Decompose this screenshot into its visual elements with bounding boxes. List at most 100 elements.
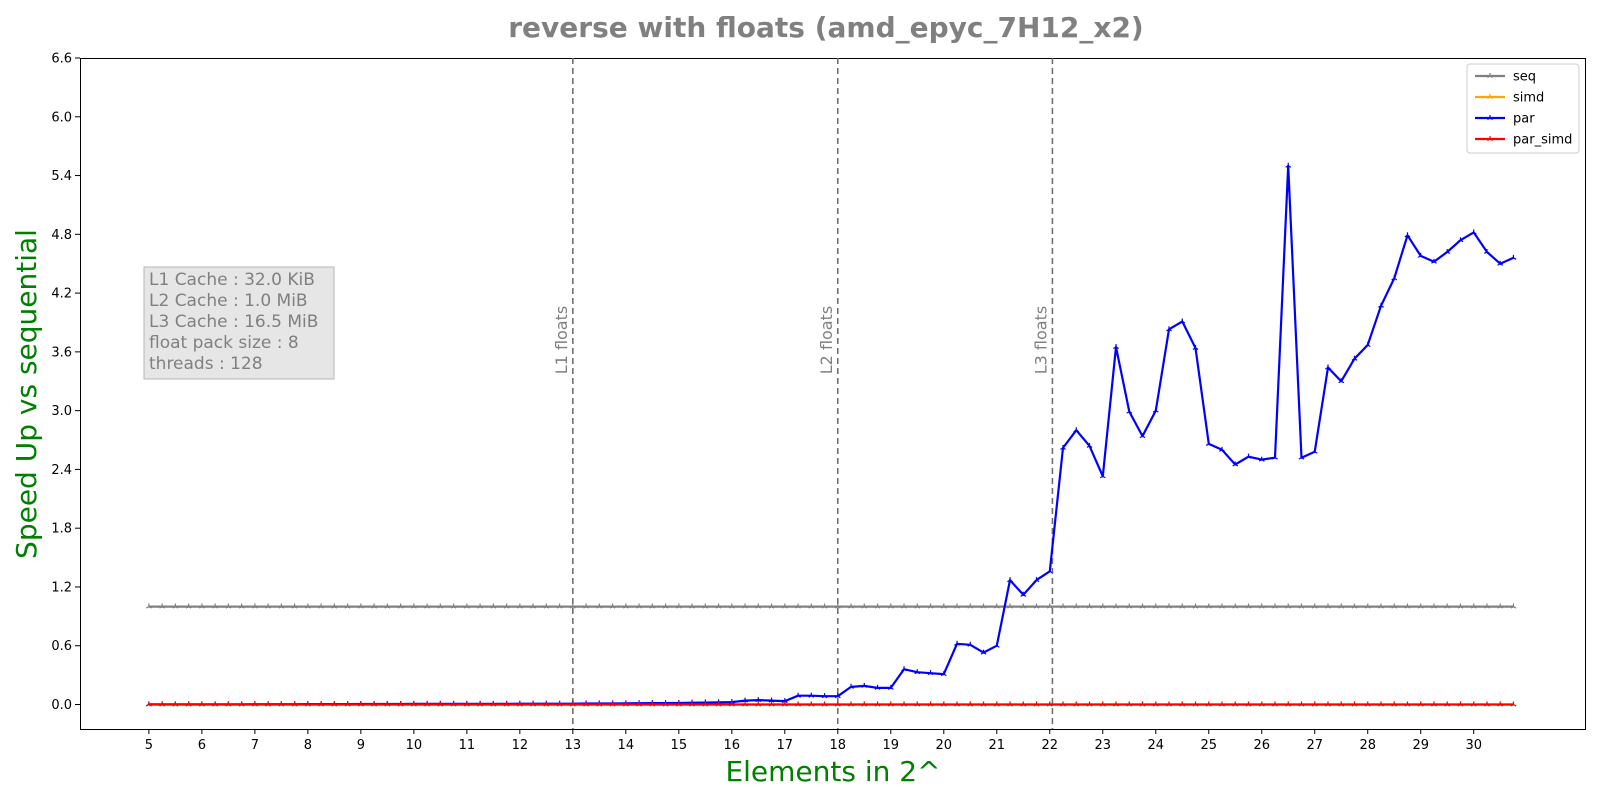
legend-label: par: [1513, 112, 1535, 127]
data-point: [742, 697, 748, 703]
data-point: [437, 701, 444, 707]
data-point: [622, 603, 629, 609]
data-point: [583, 701, 589, 707]
series-group: [145, 162, 1517, 707]
x-tick-label: 13: [565, 738, 582, 753]
data-point: [384, 701, 391, 707]
data-point: [1497, 701, 1504, 707]
data-point: [927, 701, 934, 707]
data-point: [543, 701, 550, 707]
data-point: [1325, 603, 1331, 609]
data-point: [318, 603, 325, 609]
data-point: [477, 701, 484, 707]
y-tick-label: 0.6: [51, 639, 72, 654]
data-point: [1166, 326, 1172, 332]
data-point: [1033, 577, 1040, 583]
data-point: [1007, 603, 1013, 609]
data-point: [1166, 701, 1172, 707]
data-point: [198, 603, 205, 609]
data-point: [1431, 603, 1437, 609]
data-point: [278, 603, 285, 609]
data-point: [1139, 701, 1146, 707]
data-point: [609, 603, 616, 609]
data-point: [1020, 591, 1027, 597]
data-point: [1007, 577, 1013, 583]
data-point: [159, 603, 166, 609]
data-point: [437, 603, 444, 609]
data-point: [1060, 603, 1066, 609]
cache-line-label: L3 floats: [1031, 306, 1050, 374]
data-point: [887, 603, 894, 609]
data-point: [808, 701, 815, 707]
data-point: [1166, 603, 1172, 609]
y-tick-label: 0.0: [51, 698, 72, 713]
data-point: [212, 701, 219, 707]
legend-label: seq: [1513, 70, 1536, 85]
data-point: [1046, 701, 1053, 707]
data-point: [940, 671, 947, 677]
data-point: [1113, 603, 1119, 609]
x-tick-label: 17: [777, 738, 794, 753]
data-point: [1510, 603, 1517, 609]
info-line: float pack size : 8: [149, 333, 299, 353]
data-point: [980, 701, 987, 707]
data-point: [1431, 258, 1437, 264]
data-point: [1152, 407, 1159, 413]
data-point: [1099, 473, 1106, 479]
x-tick-label: 14: [618, 738, 635, 753]
data-point: [795, 692, 801, 698]
legend: seq simd par par_simd: [1466, 63, 1580, 154]
data-point: [1245, 453, 1252, 459]
data-point: [1417, 701, 1424, 707]
x-tick-label: 7: [251, 738, 259, 753]
x-tick-label: 16: [724, 738, 741, 753]
series-par_simd: [145, 701, 1517, 707]
data-point: [874, 701, 881, 707]
data-point: [1179, 318, 1186, 324]
data-point: [225, 701, 232, 707]
data-point: [808, 692, 815, 698]
x-tick-label: 29: [1412, 738, 1429, 753]
y-axis: 0.0 0.6 1.2 1.8 2.4 3.0 3.6 4.2 4.8 5.4 6.0 6.6: [51, 52, 80, 713]
data-point: [954, 640, 960, 646]
data-point: [1298, 454, 1305, 460]
data-point: [1510, 254, 1517, 260]
data-point: [463, 603, 470, 609]
data-point: [1099, 603, 1106, 609]
data-point: [1272, 454, 1278, 460]
series-par: [145, 162, 1517, 707]
data-point: [1113, 701, 1119, 707]
data-point: [954, 603, 960, 609]
x-tick-label: 25: [1200, 738, 1217, 753]
data-point: [159, 701, 166, 707]
data-point: [424, 603, 431, 609]
data-point: [503, 603, 510, 609]
data-point: [1139, 603, 1146, 609]
x-axis: 5 6 7 8 9 10 11 12 13 14 15 16 17 18 19 20 21 22 23 24 25 26 2…: [145, 729, 1482, 753]
data-point: [649, 603, 656, 609]
y-axis-label: Speed Up vs sequential: [10, 229, 43, 559]
data-point: [768, 603, 775, 609]
data-point: [1378, 302, 1384, 308]
data-point: [874, 684, 881, 690]
series-seq: [145, 603, 1517, 609]
data-point: [583, 603, 589, 609]
data-point: [291, 603, 298, 609]
x-tick-label: 30: [1465, 738, 1482, 753]
data-point: [251, 701, 258, 707]
data-point: [1391, 275, 1398, 281]
data-point: [397, 603, 404, 609]
data-point: [675, 603, 682, 609]
data-point: [1258, 603, 1265, 609]
data-point: [834, 693, 841, 699]
data-point: [702, 701, 709, 707]
data-point: [1378, 701, 1384, 707]
data-point: [848, 683, 854, 689]
data-point: [1020, 701, 1027, 707]
data-point: [1126, 408, 1133, 414]
data-point: [1338, 378, 1345, 384]
data-point: [1351, 603, 1358, 609]
data-point: [795, 701, 801, 707]
data-point: [728, 603, 735, 609]
data-point: [1232, 461, 1239, 467]
